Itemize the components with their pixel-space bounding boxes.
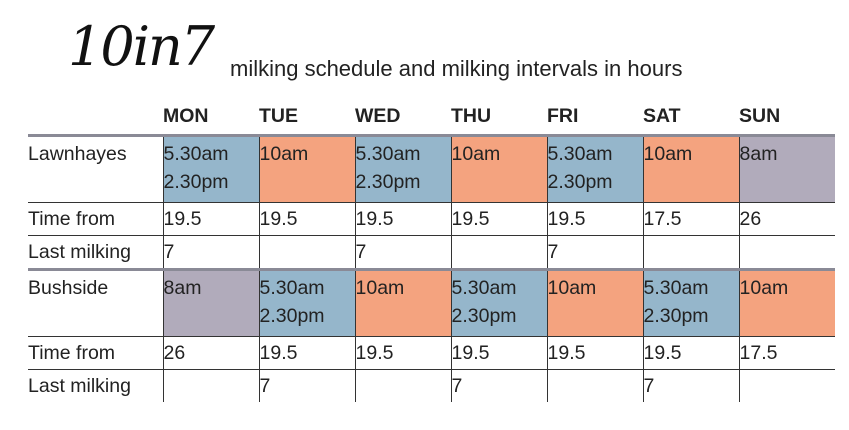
interval-value: 19.5 bbox=[354, 336, 451, 370]
interval-value: 19.5 bbox=[546, 336, 643, 370]
milking-time: 5.30am bbox=[259, 277, 325, 299]
milking-time-cell: 5.30am 2.30pm bbox=[546, 134, 643, 203]
milking-time: 10am bbox=[739, 277, 789, 299]
interval-value: 7 bbox=[162, 235, 259, 270]
day-header-sat: SAT bbox=[643, 105, 681, 127]
farm-name: Lawnhayes bbox=[28, 134, 163, 203]
milking-time-cell: 10am bbox=[354, 268, 451, 337]
time-from-label: Time from bbox=[28, 202, 163, 236]
interval-value: 19.5 bbox=[258, 336, 355, 370]
interval-value bbox=[450, 235, 547, 270]
title-logo: 10in7 bbox=[68, 15, 215, 78]
milking-time: 10am bbox=[355, 277, 405, 299]
time-from-row-bushside: Time from 26 19.5 19.5 19.5 19.5 19.5 17.5 bbox=[28, 336, 835, 370]
day-header-tue: TUE bbox=[259, 105, 298, 127]
milking-time: 8am bbox=[163, 277, 202, 299]
milking-time-cell: 10am bbox=[450, 134, 547, 203]
schedule-table: MON TUE WED THU FRI SAT SUN Lawnhayes 5.3… bbox=[28, 101, 835, 402]
milking-time: 10am bbox=[547, 277, 597, 299]
interval-value: 19.5 bbox=[354, 202, 451, 236]
day-header-thu: THU bbox=[451, 105, 492, 127]
milking-time: 10am bbox=[451, 143, 501, 165]
interval-value: 7 bbox=[450, 369, 547, 402]
milking-time-cell: 10am bbox=[738, 268, 835, 337]
milking-time: 8am bbox=[739, 143, 778, 165]
interval-value: 17.5 bbox=[738, 336, 835, 370]
interval-value bbox=[738, 369, 835, 402]
milking-time-cell: 10am bbox=[546, 268, 643, 337]
milking-time: 2.30pm bbox=[163, 171, 229, 193]
time-from-row-lawnhayes: Time from 19.5 19.5 19.5 19.5 19.5 17.5 26 bbox=[28, 202, 835, 236]
last-milking-row-lawnhayes: Last milking 7 7 7 bbox=[28, 235, 835, 270]
milking-time: 2.30pm bbox=[259, 305, 325, 327]
milking-time: 2.30pm bbox=[547, 171, 613, 193]
milking-time: 5.30am bbox=[355, 143, 421, 165]
interval-value: 19.5 bbox=[450, 202, 547, 236]
day-header-sun: SUN bbox=[739, 105, 781, 127]
corner-cell bbox=[28, 101, 163, 136]
milking-time: 5.30am bbox=[163, 143, 229, 165]
milking-time-cell: 5.30am 2.30pm bbox=[354, 134, 451, 203]
milking-time: 2.30pm bbox=[451, 305, 517, 327]
schedule-row-bushside: Bushside 8am 5.30am 2.30pm 10am 5.30am 2.30pm 1… bbox=[28, 268, 835, 337]
interval-value: 19.5 bbox=[642, 336, 739, 370]
milking-time: 10am bbox=[643, 143, 693, 165]
day-header-mon: MON bbox=[163, 105, 209, 127]
interval-value: 7 bbox=[546, 235, 643, 270]
milking-time-cell: 10am bbox=[642, 134, 739, 203]
interval-value bbox=[546, 369, 643, 402]
milking-time: 2.30pm bbox=[643, 305, 709, 327]
last-milking-row-bushside: Last milking 7 7 7 bbox=[28, 369, 835, 402]
interval-value: 7 bbox=[354, 235, 451, 270]
interval-value: 7 bbox=[258, 369, 355, 402]
interval-value bbox=[258, 235, 355, 270]
milking-time: 5.30am bbox=[643, 277, 709, 299]
milking-time-cell: 10am bbox=[258, 134, 355, 203]
milking-time-cell: 5.30am 2.30pm bbox=[258, 268, 355, 337]
interval-value: 17.5 bbox=[642, 202, 739, 236]
title-subtitle: milking schedule and milking intervals i… bbox=[230, 56, 683, 81]
interval-value bbox=[162, 369, 259, 402]
day-header-row: MON TUE WED THU FRI SAT SUN bbox=[28, 101, 835, 136]
interval-value bbox=[354, 369, 451, 402]
schedule-row-lawnhayes: Lawnhayes 5.30am 2.30pm 10am 5.30am 2.30pm 10a… bbox=[28, 134, 835, 203]
milking-time-cell: 5.30am 2.30pm bbox=[642, 268, 739, 337]
milking-time: 5.30am bbox=[547, 143, 613, 165]
last-milking-label: Last milking bbox=[28, 235, 163, 270]
interval-value: 7 bbox=[642, 369, 739, 402]
day-header-wed: WED bbox=[355, 105, 401, 127]
last-milking-label: Last milking bbox=[28, 369, 163, 402]
interval-value: 19.5 bbox=[162, 202, 259, 236]
time-from-label: Time from bbox=[28, 336, 163, 370]
interval-value: 26 bbox=[162, 336, 259, 370]
farm-name: Bushside bbox=[28, 268, 163, 337]
interval-value: 26 bbox=[738, 202, 835, 236]
interval-value: 19.5 bbox=[546, 202, 643, 236]
interval-value bbox=[642, 235, 739, 270]
milking-time-cell: 5.30am 2.30pm bbox=[162, 134, 259, 203]
milking-time-cell: 5.30am 2.30pm bbox=[450, 268, 547, 337]
milking-time: 2.30pm bbox=[355, 171, 421, 193]
milking-time-cell: 8am bbox=[162, 268, 259, 337]
milking-time: 10am bbox=[259, 143, 309, 165]
day-header-fri: FRI bbox=[547, 105, 579, 127]
milking-time-cell: 8am bbox=[738, 134, 835, 203]
interval-value bbox=[738, 235, 835, 270]
milking-time: 5.30am bbox=[451, 277, 517, 299]
interval-value: 19.5 bbox=[450, 336, 547, 370]
interval-value: 19.5 bbox=[258, 202, 355, 236]
